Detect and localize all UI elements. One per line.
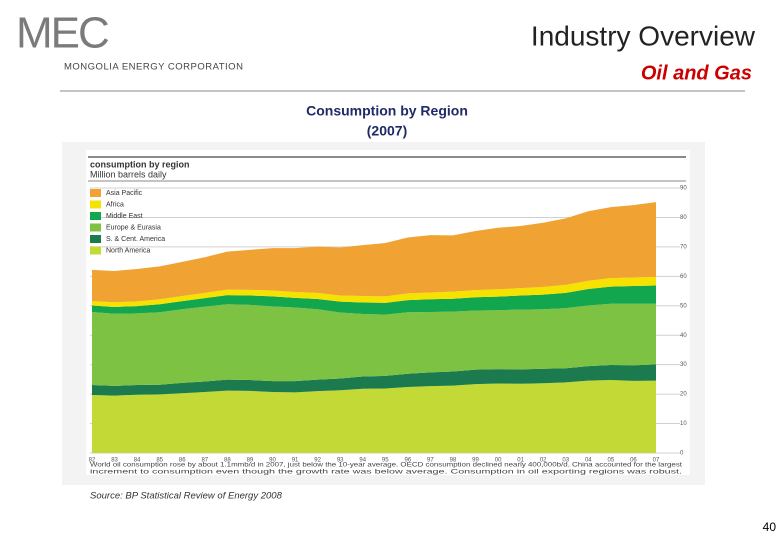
legend-swatch xyxy=(90,223,101,232)
page-number: 40 xyxy=(763,520,777,534)
legend-label: North America xyxy=(106,247,150,254)
area xyxy=(92,202,656,303)
legend-label: S. & Cent. America xyxy=(106,236,165,243)
y-tick-label: 40 xyxy=(680,333,687,339)
x-tick-label: 93 xyxy=(337,458,344,464)
x-tick-label: 07 xyxy=(653,458,660,464)
y-tick-label: 10 xyxy=(680,421,687,427)
y-tick-label: 20 xyxy=(680,392,687,398)
x-tick-label: 84 xyxy=(134,458,141,464)
x-tick-label: 00 xyxy=(495,458,502,464)
legend-label: Middle East xyxy=(106,213,143,220)
area xyxy=(92,276,656,307)
legend-swatch xyxy=(90,189,101,197)
area xyxy=(92,285,656,315)
legend-label: Asia Pacific xyxy=(106,190,143,197)
legend-swatch xyxy=(90,212,101,220)
legend-swatch xyxy=(90,246,101,255)
x-tick-label: 86 xyxy=(179,458,186,464)
x-tick-label: 96 xyxy=(404,458,411,464)
y-tick-label: 30 xyxy=(680,362,687,368)
area xyxy=(92,303,656,386)
x-tick-label: 01 xyxy=(517,458,524,464)
company-name: MONGOLIA ENERGY CORPORATION xyxy=(64,62,243,73)
x-tick-label: 88 xyxy=(224,458,231,464)
x-tick-label: 97 xyxy=(427,458,434,464)
header-subtitle: Oil and Gas xyxy=(641,62,752,84)
legend-swatch xyxy=(90,235,101,243)
x-tick-label: 99 xyxy=(472,458,479,464)
legend-label: Africa xyxy=(106,201,124,208)
x-tick-label: 98 xyxy=(450,458,457,464)
source: Source: BP Statistical Review of Energy … xyxy=(90,491,283,502)
x-tick-label: 05 xyxy=(608,458,615,464)
area xyxy=(92,364,656,396)
y-tick-label: 50 xyxy=(680,303,687,309)
x-tick-label: 87 xyxy=(201,458,208,464)
y-tick-label: 70 xyxy=(680,244,687,250)
x-tick-label: 04 xyxy=(585,458,592,464)
x-tick-label: 85 xyxy=(156,458,163,464)
x-tick-label: 82 xyxy=(89,458,96,464)
x-tick-label: 06 xyxy=(630,458,637,464)
y-tick-label: 80 xyxy=(680,215,687,221)
logo: MEC xyxy=(16,9,109,58)
x-tick-label: 91 xyxy=(292,458,299,464)
y-tick-label: 60 xyxy=(680,274,687,280)
x-tick-label: 92 xyxy=(314,458,321,464)
area xyxy=(92,379,656,453)
caption: increment to consumption even though the… xyxy=(90,470,683,476)
x-tick-label: 02 xyxy=(540,458,547,464)
x-tick-label: 89 xyxy=(247,458,254,464)
header-title: Industry Overview xyxy=(531,20,756,51)
chart-title: consumption by region xyxy=(90,159,190,169)
x-tick-label: 94 xyxy=(359,458,366,464)
y-tick-label: 90 xyxy=(680,186,687,192)
x-tick-label: 90 xyxy=(269,458,276,464)
x-tick-label: 95 xyxy=(382,458,389,464)
y-tick-label: 0 xyxy=(680,451,684,457)
legend-swatch xyxy=(90,200,101,209)
legend-label: Europe & Eurasia xyxy=(106,224,161,231)
caption: World oil consumption rose by about 1.1m… xyxy=(90,463,682,469)
x-tick-label: 83 xyxy=(111,458,118,464)
slide-title: Consumption by Region xyxy=(306,103,468,119)
chart-subtitle: Million barrels daily xyxy=(90,169,167,179)
x-tick-label: 03 xyxy=(562,458,569,464)
slide-subtitle: (2007) xyxy=(367,123,407,139)
